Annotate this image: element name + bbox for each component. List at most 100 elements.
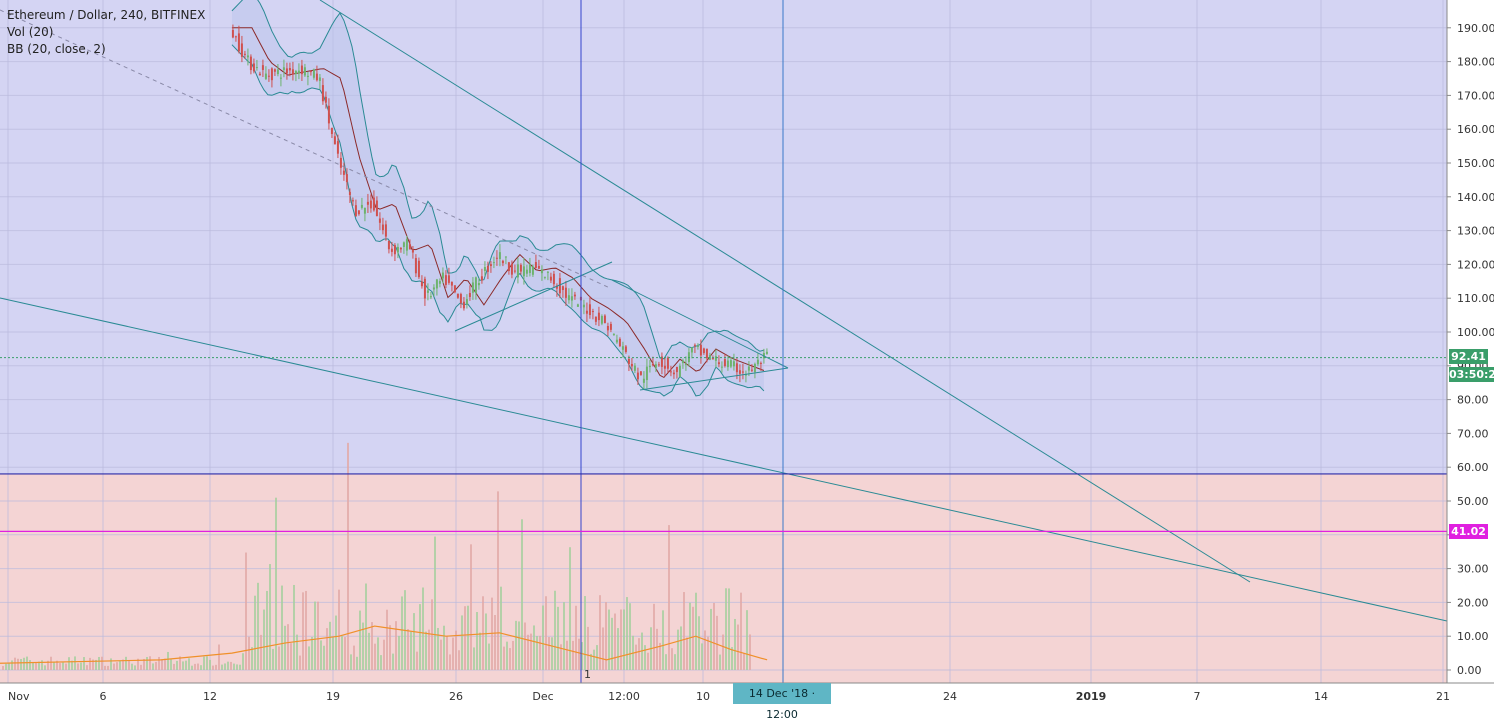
bollinger-upper [231, 0, 765, 360]
volume-bar [65, 663, 67, 670]
candle-body [411, 249, 414, 253]
price-tick-label: 100.00 [1457, 326, 1494, 339]
candle-body [270, 68, 273, 81]
time-tick-label: 12 [203, 690, 217, 703]
volume-bar [179, 656, 181, 670]
volume-bar [656, 628, 658, 670]
candle-body [255, 67, 258, 69]
legend-bb[interactable]: BB (20, close, 2) [7, 42, 106, 56]
candle-body [471, 282, 474, 293]
volume-bar [458, 650, 460, 670]
volume-bar [677, 629, 679, 670]
volume-bar [80, 662, 82, 670]
volume-bar [245, 552, 247, 670]
volume-bar [110, 658, 112, 670]
volume-bar [500, 586, 502, 670]
volume-bar [560, 644, 562, 670]
candle-body [333, 136, 336, 145]
candle-body [456, 293, 459, 298]
legend-vol[interactable]: Vol (20) [7, 25, 54, 39]
volume-bar [218, 644, 220, 670]
candle-body [375, 200, 378, 217]
volume-bar [260, 634, 262, 670]
long-support-trendline[interactable] [0, 297, 1448, 622]
candle-body [297, 70, 300, 74]
candle-body [648, 365, 651, 368]
candle-body [498, 252, 501, 259]
volume-bar [29, 660, 31, 670]
volume-bar [602, 627, 604, 670]
triangle-lower-line[interactable] [639, 367, 789, 391]
candle-body [720, 366, 723, 368]
volume-bar [26, 656, 28, 670]
volume-bar [11, 660, 13, 670]
event-marker[interactable]: 1 [584, 668, 591, 681]
candle-body [462, 301, 465, 309]
volume-bar [134, 665, 136, 670]
candle-body [681, 360, 684, 364]
volume-bar [320, 640, 322, 670]
candle-body [288, 68, 291, 71]
candle-body [495, 257, 498, 259]
volume-bar [131, 663, 133, 670]
candle-body [273, 69, 276, 72]
volume-bar [722, 634, 724, 670]
volume-bar [242, 653, 244, 670]
candle-body [327, 105, 330, 124]
legend-symbol[interactable]: Ethereum / Dollar, 240, BITFINEX [7, 8, 206, 22]
volume-bar [14, 657, 16, 670]
candle-body [621, 346, 624, 350]
volume-bar [470, 544, 472, 670]
volume-bar [158, 656, 160, 670]
channel-line-1[interactable] [454, 261, 613, 332]
time-tick-label: 24 [943, 690, 957, 703]
volume-bar [314, 601, 316, 670]
volume-bar [413, 613, 415, 670]
price-chart[interactable]: 190.00180.00170.00160.00150.00140.00130.… [0, 0, 1494, 707]
volume-bar [221, 664, 223, 670]
volume-bar [749, 634, 751, 670]
candle-body [363, 207, 366, 214]
candle-body [393, 245, 396, 255]
volume-bar [494, 614, 496, 670]
candle-body [738, 370, 741, 374]
candle-body [378, 218, 381, 223]
candle-body [558, 278, 561, 294]
volume-bar [293, 584, 295, 670]
volume-bar [323, 645, 325, 670]
candle-body [702, 348, 705, 353]
candle-body [675, 366, 678, 373]
grid [0, 0, 1447, 683]
volume-bar [665, 654, 667, 670]
volume-bar [503, 646, 505, 670]
volume-bar [350, 654, 352, 670]
volume-bar [653, 603, 655, 670]
candle-body [231, 29, 234, 38]
volume-ma-line [0, 625, 768, 664]
volume-bar [50, 656, 52, 670]
volume-bar [113, 663, 115, 670]
volume-bar [89, 657, 91, 670]
long-resistance-trendline[interactable] [319, 0, 1251, 583]
time-tick-label: 19 [326, 690, 340, 703]
volume-bar [347, 442, 349, 670]
volume-bar [167, 651, 169, 670]
volume-bar [638, 638, 640, 670]
candle-body [237, 33, 240, 52]
volume-bar [518, 621, 520, 670]
triangle-upper-line[interactable] [611, 279, 789, 369]
volume-bar [149, 656, 151, 670]
candle-body [477, 283, 480, 286]
time-tick-label: 12:00 [608, 690, 640, 703]
candle-body [276, 69, 279, 75]
volume-bar [725, 588, 727, 670]
volume-bar [680, 626, 682, 670]
volume-bar [122, 659, 124, 670]
volume-bar [629, 603, 631, 670]
volume-bar [281, 585, 283, 670]
volume-bar [644, 645, 646, 670]
volume-bar [422, 587, 424, 670]
volume-bar [197, 663, 199, 670]
volume-bar [716, 615, 718, 670]
candle-body [744, 374, 747, 376]
